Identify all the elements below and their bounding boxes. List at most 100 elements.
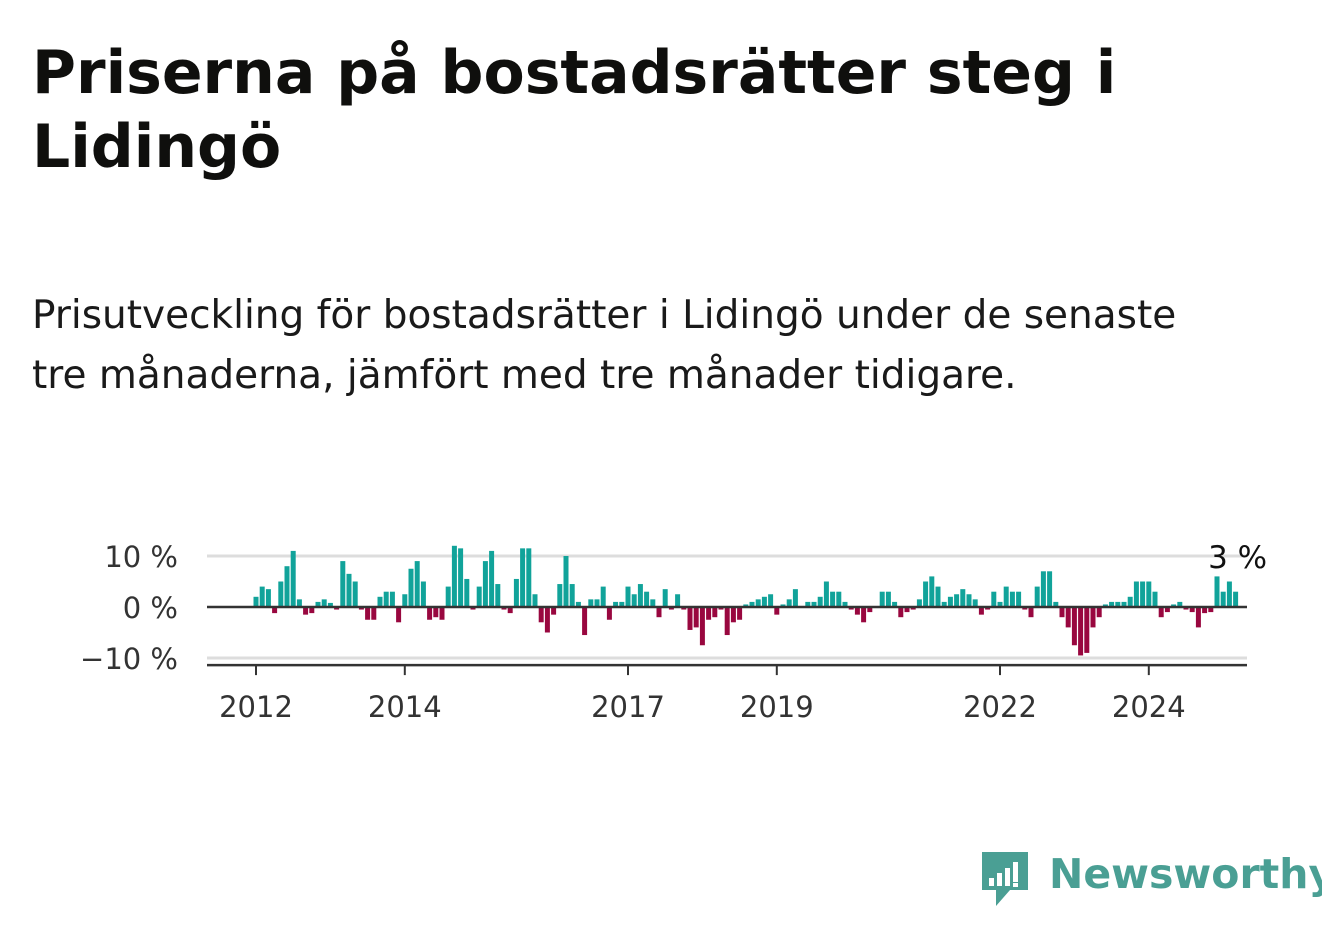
data-bar <box>600 586 606 607</box>
y-tick-label: −10 % <box>80 642 178 676</box>
data-bar <box>1115 601 1121 607</box>
data-bar <box>470 607 476 610</box>
data-bar <box>1040 571 1046 607</box>
data-bar <box>495 584 501 607</box>
data-bar <box>1071 607 1077 646</box>
data-bar <box>749 601 755 607</box>
data-bar <box>662 589 668 607</box>
data-bar <box>1158 607 1164 618</box>
data-bar <box>588 599 594 607</box>
data-bar <box>774 607 780 615</box>
data-bar <box>1059 607 1065 618</box>
data-bar <box>675 594 681 607</box>
x-tick-label: 2022 <box>963 690 1037 724</box>
data-bar <box>1047 571 1053 607</box>
data-bar <box>954 594 960 607</box>
data-bar <box>892 601 898 607</box>
data-bar <box>1016 591 1022 607</box>
data-bar <box>966 594 972 607</box>
data-bar <box>792 589 798 607</box>
data-bar <box>613 601 619 607</box>
data-bar <box>1208 607 1214 613</box>
y-tick-label: 10 % <box>104 540 178 574</box>
data-bar <box>848 607 854 610</box>
data-bar <box>830 591 836 607</box>
data-bar <box>346 573 352 607</box>
data-bar <box>402 594 408 607</box>
bars-layer <box>253 545 1239 656</box>
data-bar <box>786 599 792 607</box>
data-bar <box>650 599 656 607</box>
data-bar <box>712 607 718 618</box>
data-bar <box>365 607 371 620</box>
data-bar <box>687 607 693 630</box>
data-bar <box>668 607 674 610</box>
data-bar <box>619 601 625 607</box>
data-bar <box>1121 601 1127 607</box>
grid-layer <box>207 554 1247 660</box>
data-bar <box>861 607 867 623</box>
data-bar <box>935 586 941 607</box>
data-bar <box>941 601 947 607</box>
data-bar <box>272 607 278 614</box>
data-bar <box>823 581 829 607</box>
data-bar <box>768 594 774 607</box>
data-bar <box>1226 581 1232 607</box>
data-bar <box>526 548 532 607</box>
data-bar <box>296 599 302 607</box>
data-bar <box>817 596 823 607</box>
data-bar <box>278 581 284 607</box>
axis-layer: 10 % 0 % −10 % 2012 2014 2017 2019 2022 2024 <box>80 540 1247 724</box>
data-bar <box>1084 607 1090 653</box>
data-bar <box>755 599 761 607</box>
x-tick-label: 2024 <box>1112 690 1186 724</box>
data-bar <box>898 607 904 618</box>
data-bar <box>923 581 929 607</box>
data-bar <box>879 591 885 607</box>
data-bar <box>482 561 488 607</box>
data-bar <box>885 591 891 607</box>
data-bar <box>743 604 749 607</box>
data-bar <box>1214 576 1220 607</box>
data-bar <box>309 607 315 614</box>
data-bar <box>972 599 978 607</box>
data-bar <box>513 578 519 607</box>
data-bar <box>458 548 464 607</box>
x-tick-label: 2017 <box>591 690 665 724</box>
data-bar <box>358 607 364 610</box>
x-tick-label: 2014 <box>368 690 442 724</box>
data-bar <box>544 607 550 633</box>
data-bar <box>606 607 612 620</box>
data-bar <box>1096 607 1102 618</box>
data-bar <box>501 607 507 610</box>
data-bar <box>910 607 916 610</box>
data-bar <box>842 601 848 607</box>
data-bar <box>371 607 377 620</box>
data-bar <box>582 607 588 636</box>
data-bar <box>569 584 575 607</box>
data-bar <box>1146 581 1152 607</box>
data-bar <box>427 607 433 620</box>
data-bar <box>904 607 910 613</box>
data-bar <box>656 607 662 618</box>
data-bar <box>836 591 842 607</box>
data-bar <box>253 596 259 607</box>
data-bar <box>451 545 457 607</box>
chart-subtitle: Prisutveckling för bostadsrätter i Lidin… <box>32 293 1177 398</box>
data-bar <box>1034 586 1040 607</box>
data-bar <box>489 550 495 607</box>
data-bar <box>414 561 420 607</box>
data-bar <box>1127 596 1133 607</box>
data-bar <box>408 568 414 607</box>
data-bar <box>557 584 563 607</box>
brand-name: Newsworthy <box>1049 850 1322 898</box>
price-change-chart: 10 % 0 % −10 % 2012 2014 2017 2019 2022 2024 3 % <box>80 540 1267 724</box>
data-bar <box>396 607 402 623</box>
data-bar <box>1202 607 1208 614</box>
data-bar <box>352 581 358 607</box>
data-bar <box>1171 604 1177 607</box>
data-bar <box>377 596 383 607</box>
data-bar <box>476 586 482 607</box>
data-bar <box>1102 604 1108 607</box>
y-tick-label: 0 % <box>123 591 178 625</box>
